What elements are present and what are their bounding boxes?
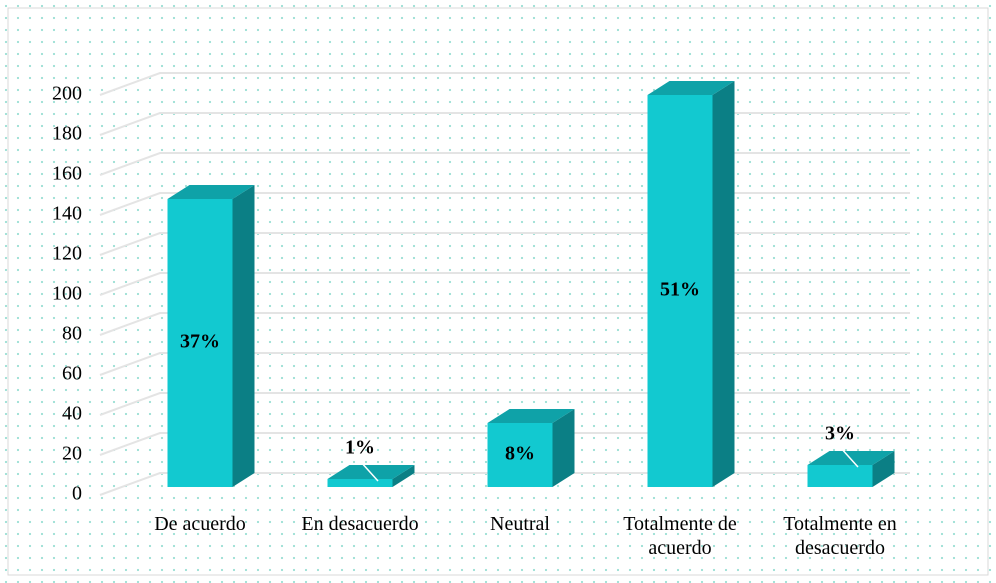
bar xyxy=(327,465,415,487)
bar-side xyxy=(392,465,415,487)
x-tick-label: En desacuerdo xyxy=(301,513,419,535)
bar-front xyxy=(487,423,553,487)
bar-top xyxy=(487,409,575,423)
bar-top xyxy=(327,465,415,479)
leader-line xyxy=(839,446,859,468)
bar-top xyxy=(807,451,895,465)
y-tick-label: 120 xyxy=(52,243,82,265)
y-tick-label: 0 xyxy=(72,483,82,505)
bar-top xyxy=(167,185,255,199)
y-tick-label: 200 xyxy=(52,83,82,105)
bar-front xyxy=(327,479,393,487)
bar-side xyxy=(872,451,895,487)
y-tick-label: 100 xyxy=(52,283,82,305)
bar xyxy=(167,185,255,487)
y-tick-label: 160 xyxy=(52,163,82,185)
bar-side xyxy=(552,409,575,487)
bar-front xyxy=(647,95,713,487)
x-tick-label: Totalmente en desacuerdo xyxy=(783,513,897,559)
data-label: 51% xyxy=(660,279,700,301)
bar-front xyxy=(167,199,233,487)
y-tick-label: 80 xyxy=(62,323,82,345)
chart-border xyxy=(7,7,989,576)
y-tick-label: 40 xyxy=(62,403,82,425)
bar-side xyxy=(232,185,255,487)
x-tick-label: Neutral xyxy=(490,513,550,535)
y-tick-label: 20 xyxy=(62,443,82,465)
grid-line xyxy=(99,152,910,176)
bar xyxy=(487,409,575,487)
bar-front xyxy=(807,465,873,487)
y-tick-label: 180 xyxy=(52,123,82,145)
y-tick-label: 140 xyxy=(52,203,82,225)
grid-line xyxy=(99,72,910,96)
x-tick-label: De acuerdo xyxy=(154,513,246,535)
y-tick-label: 60 xyxy=(62,363,82,385)
data-label: 37% xyxy=(180,331,220,353)
bar-side xyxy=(712,81,735,487)
bar xyxy=(647,81,735,487)
grid-line xyxy=(99,112,910,136)
bar-top xyxy=(647,81,735,95)
data-label: 8% xyxy=(505,443,535,465)
data-label: 1% xyxy=(345,437,375,459)
leader-line xyxy=(359,460,379,482)
data-label: 3% xyxy=(825,423,855,445)
bar xyxy=(807,451,895,487)
x-tick-label: Totalmente de acuerdo xyxy=(623,513,737,559)
